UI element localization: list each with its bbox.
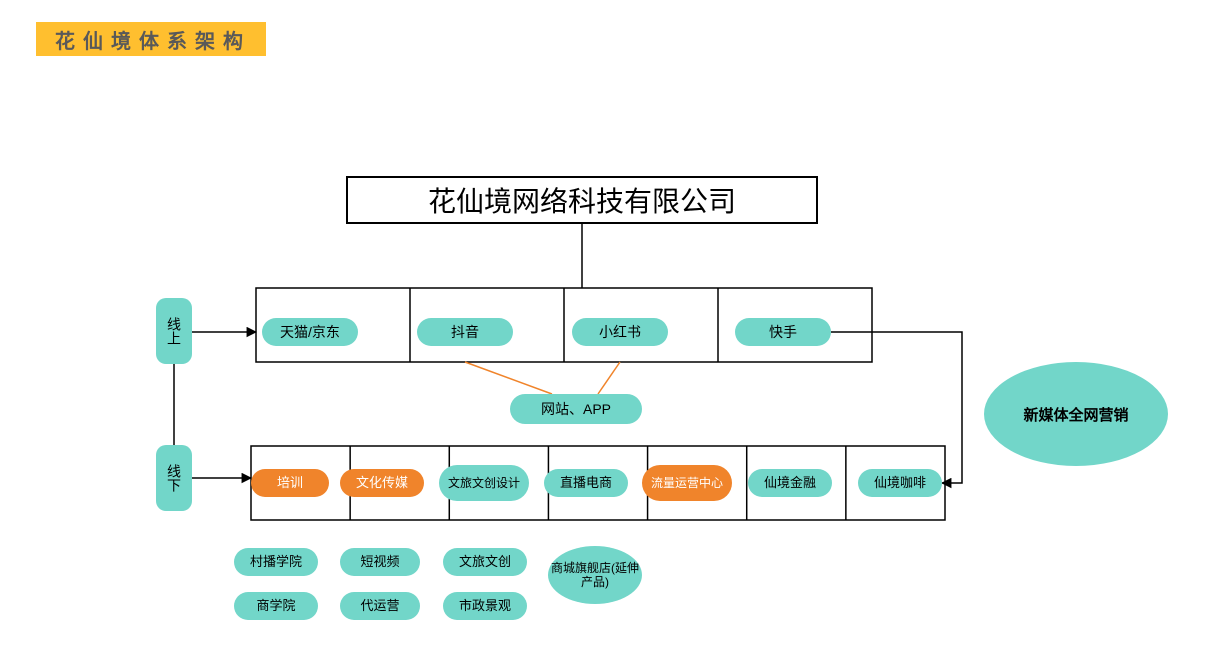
- sub-label-2: 短视频: [360, 554, 399, 570]
- offline-label-0: 培训: [277, 475, 303, 491]
- offline-label-4: 流量运营中心: [651, 476, 723, 490]
- page-title-text: 花仙境体系架构: [55, 25, 251, 54]
- offline-node-1: 文化传媒: [340, 469, 424, 497]
- webapp-label: 网站、APP: [541, 399, 611, 419]
- company-box: 花仙境网络科技有限公司: [346, 176, 818, 224]
- page-title: 花仙境体系架构: [36, 22, 266, 56]
- online-node-2: 小红书: [572, 318, 668, 346]
- side-offline: 线下: [156, 445, 192, 511]
- sub-node-0: 村播学院: [234, 548, 318, 576]
- sub-node-1: 商学院: [234, 592, 318, 620]
- marketing-label: 新媒体全网营销: [1023, 404, 1128, 425]
- offline-label-2: 文旅文创设计: [448, 476, 520, 490]
- sub-label-6: 商城旗舰店(延伸产品): [548, 561, 642, 590]
- online-node-1: 抖音: [417, 318, 513, 346]
- sub-label-5: 市政景观: [459, 598, 511, 614]
- side-offline-label: 线下: [164, 464, 184, 492]
- sub-label-3: 代运营: [360, 598, 399, 614]
- sub-node-6: 商城旗舰店(延伸产品): [548, 546, 642, 604]
- sub-node-5: 市政景观: [443, 592, 527, 620]
- sub-label-4: 文旅文创: [459, 554, 511, 570]
- sub-label-0: 村播学院: [250, 554, 302, 570]
- offline-node-0: 培训: [251, 469, 329, 497]
- offline-node-2: 文旅文创设计: [439, 465, 529, 501]
- sub-node-4: 文旅文创: [443, 548, 527, 576]
- offline-label-3: 直播电商: [560, 475, 612, 491]
- webapp-node: 网站、APP: [510, 394, 642, 424]
- offline-label-6: 仙境咖啡: [874, 475, 926, 491]
- online-label-0: 天猫/京东: [280, 324, 340, 341]
- offline-node-6: 仙境咖啡: [858, 469, 942, 497]
- offline-node-5: 仙境金融: [748, 469, 832, 497]
- marketing-node: 新媒体全网营销: [984, 362, 1168, 466]
- offline-label-5: 仙境金融: [764, 475, 816, 491]
- sub-label-1: 商学院: [256, 598, 295, 614]
- company-label: 花仙境网络科技有限公司: [428, 180, 736, 220]
- online-node-3: 快手: [735, 318, 831, 346]
- offline-node-4: 流量运营中心: [642, 465, 732, 501]
- online-label-1: 抖音: [451, 324, 479, 341]
- online-label-3: 快手: [769, 324, 797, 341]
- online-node-0: 天猫/京东: [262, 318, 358, 346]
- side-online: 线上: [156, 298, 192, 364]
- side-online-label: 线上: [164, 317, 184, 345]
- offline-node-3: 直播电商: [544, 469, 628, 497]
- offline-label-1: 文化传媒: [356, 475, 408, 491]
- sub-node-3: 代运营: [340, 592, 420, 620]
- sub-node-2: 短视频: [340, 548, 420, 576]
- online-label-2: 小红书: [599, 324, 641, 341]
